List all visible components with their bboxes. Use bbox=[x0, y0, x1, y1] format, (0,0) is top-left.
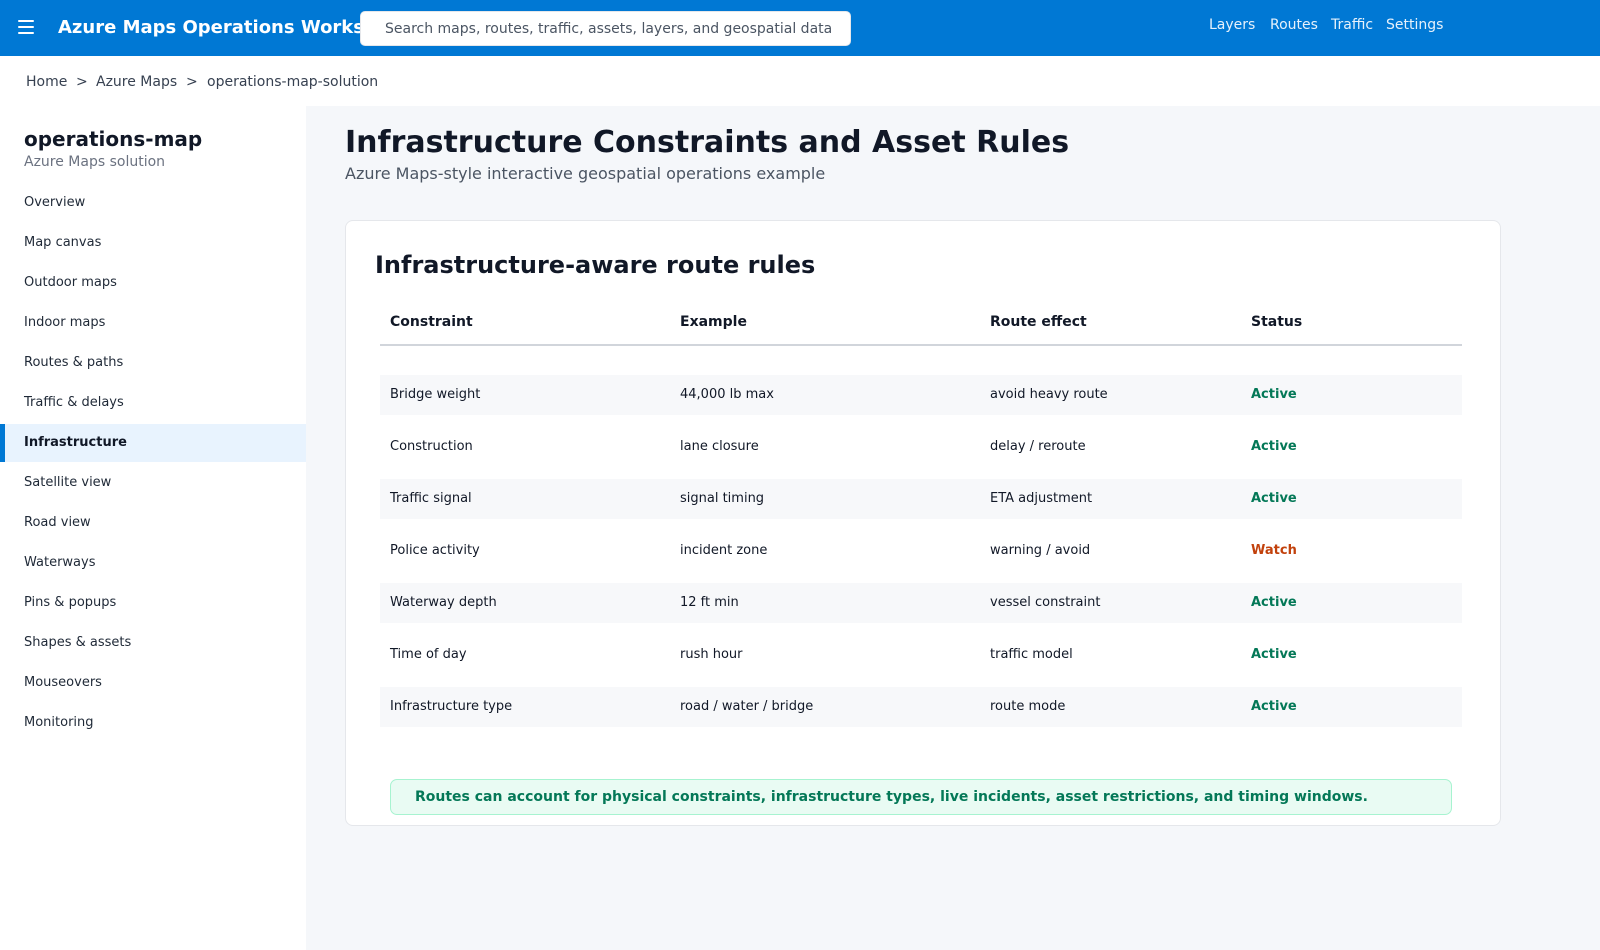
sidebar-item-label: Waterways bbox=[24, 555, 96, 570]
cell-constraint: Police activity bbox=[390, 543, 480, 558]
cell-route-effect: traffic model bbox=[990, 647, 1073, 662]
sidebar-item-waterways[interactable]: Waterways bbox=[0, 544, 306, 582]
page-title: Infrastructure Constraints and Asset Rul… bbox=[345, 125, 1070, 160]
sidebar-item-label: Mouseovers bbox=[24, 675, 102, 690]
table-row: Infrastructure type road / water / bridg… bbox=[380, 687, 1462, 727]
status-badge: Active bbox=[1251, 595, 1297, 610]
sidebar-item-label: Indoor maps bbox=[24, 315, 106, 330]
cell-constraint: Infrastructure type bbox=[390, 699, 513, 714]
status-badge: Active bbox=[1251, 387, 1297, 402]
cell-route-effect: warning / avoid bbox=[990, 543, 1091, 558]
sidebar-item-label: Satellite view bbox=[24, 475, 112, 490]
sidebar-item-label: Map canvas bbox=[24, 235, 102, 250]
sidebar-item-label: Overview bbox=[24, 195, 86, 210]
breadcrumb-separator: > bbox=[186, 74, 198, 90]
cell-constraint: Waterway depth bbox=[390, 595, 497, 610]
sidebar-item-label: Routes & paths bbox=[24, 355, 124, 370]
cell-example: road / water / bridge bbox=[680, 699, 814, 714]
sidebar-item-monitoring[interactable]: Monitoring bbox=[0, 704, 306, 742]
breadcrumb-azure-maps[interactable]: Azure Maps bbox=[96, 74, 178, 90]
sidebar-item-outdoor-maps[interactable]: Outdoor maps bbox=[0, 264, 306, 302]
breadcrumb-separator: > bbox=[76, 74, 88, 90]
sidebar-item-road-view[interactable]: Road view bbox=[0, 504, 306, 542]
cell-example: rush hour bbox=[680, 647, 743, 662]
sidebar-item-indoor-maps[interactable]: Indoor maps bbox=[0, 304, 306, 342]
cell-route-effect: route mode bbox=[990, 699, 1066, 714]
sidebar-item-pins-popups[interactable]: Pins & popups bbox=[0, 584, 306, 622]
table-row: Construction lane closure delay / rerout… bbox=[380, 427, 1462, 467]
column-header-route-effect: Route effect bbox=[990, 314, 1087, 330]
sidebar-title: operations-map bbox=[24, 127, 203, 151]
sidebar-item-satellite-view[interactable]: Satellite view bbox=[0, 464, 306, 502]
page-subtitle: Azure Maps-style interactive geospatial … bbox=[345, 164, 826, 183]
column-header-status: Status bbox=[1251, 314, 1303, 330]
table-header-divider bbox=[380, 344, 1462, 346]
sidebar-item-mouseovers[interactable]: Mouseovers bbox=[0, 664, 306, 702]
table-row: Police activity incident zone warning / … bbox=[380, 531, 1462, 571]
nav-traffic[interactable]: Traffic bbox=[1331, 17, 1374, 33]
table-row: Traffic signal signal timing ETA adjustm… bbox=[380, 479, 1462, 519]
card-title: Infrastructure-aware route rules bbox=[375, 251, 816, 279]
status-badge: Active bbox=[1251, 699, 1297, 714]
cell-route-effect: ETA adjustment bbox=[990, 491, 1093, 506]
nav-settings[interactable]: Settings bbox=[1386, 17, 1444, 33]
info-banner: Routes can account for physical constrai… bbox=[390, 779, 1452, 815]
table-row: Waterway depth 12 ft min vessel constrai… bbox=[380, 583, 1462, 623]
sidebar-item-label: Monitoring bbox=[24, 715, 94, 730]
status-badge: Active bbox=[1251, 491, 1297, 506]
active-indicator bbox=[0, 424, 5, 462]
cell-example: signal timing bbox=[680, 491, 765, 506]
cell-example: lane closure bbox=[680, 439, 759, 454]
route-rules-card: Infrastructure-aware route rules Constra… bbox=[345, 220, 1501, 826]
sidebar-item-infrastructure[interactable]: Infrastructure bbox=[0, 424, 306, 462]
status-badge: Watch bbox=[1251, 543, 1297, 558]
breadcrumb-home[interactable]: Home bbox=[26, 74, 68, 90]
sidebar-subtitle: Azure Maps solution bbox=[24, 154, 166, 170]
sidebar-item-label: Outdoor maps bbox=[24, 275, 117, 290]
sidebar-item-traffic-delays[interactable]: Traffic & delays bbox=[0, 384, 306, 422]
table-row: Time of day rush hour traffic model Acti… bbox=[380, 635, 1462, 675]
sidebar-item-label: Shapes & assets bbox=[24, 635, 132, 650]
sidebar: operations-map Azure Maps solution Overv… bbox=[0, 106, 306, 950]
sidebar-item-routes-paths[interactable]: Routes & paths bbox=[0, 344, 306, 382]
hamburger-menu-icon[interactable] bbox=[18, 16, 36, 38]
sidebar-item-overview[interactable]: Overview bbox=[0, 184, 306, 222]
cell-constraint: Time of day bbox=[390, 647, 467, 662]
app-title: Azure Maps Operations Workspace bbox=[58, 17, 360, 38]
info-banner-text: Routes can account for physical constrai… bbox=[415, 789, 1368, 805]
breadcrumb-current: operations-map-solution bbox=[207, 74, 379, 90]
cell-constraint: Construction bbox=[390, 439, 473, 454]
cell-constraint: Traffic signal bbox=[390, 491, 472, 506]
status-badge: Active bbox=[1251, 439, 1297, 454]
sidebar-item-map-canvas[interactable]: Map canvas bbox=[0, 224, 306, 262]
sidebar-item-label: Pins & popups bbox=[24, 595, 117, 610]
search-input[interactable] bbox=[360, 11, 851, 46]
cell-example: incident zone bbox=[680, 543, 768, 558]
cell-constraint: Bridge weight bbox=[390, 387, 481, 402]
sidebar-item-label: Traffic & delays bbox=[24, 395, 124, 410]
status-badge: Active bbox=[1251, 647, 1297, 662]
cell-example: 44,000 lb max bbox=[680, 387, 774, 402]
nav-layers[interactable]: Layers bbox=[1209, 17, 1256, 33]
top-bar: Azure Maps Operations Workspace Layers R… bbox=[0, 0, 1600, 56]
column-header-constraint: Constraint bbox=[390, 314, 473, 330]
nav-routes[interactable]: Routes bbox=[1270, 17, 1318, 33]
column-header-example: Example bbox=[680, 314, 747, 330]
cell-example: 12 ft min bbox=[680, 595, 739, 610]
cell-route-effect: delay / reroute bbox=[990, 439, 1086, 454]
table-row: Bridge weight 44,000 lb max avoid heavy … bbox=[380, 375, 1462, 415]
cell-route-effect: avoid heavy route bbox=[990, 387, 1108, 402]
sidebar-item-label: Road view bbox=[24, 515, 91, 530]
cell-route-effect: vessel constraint bbox=[990, 595, 1101, 610]
sidebar-item-shapes-assets[interactable]: Shapes & assets bbox=[0, 624, 306, 662]
breadcrumb: Home > Azure Maps > operations-map-solut… bbox=[0, 56, 1600, 106]
main-content: Infrastructure Constraints and Asset Rul… bbox=[306, 106, 1600, 950]
sidebar-item-label: Infrastructure bbox=[24, 435, 127, 450]
